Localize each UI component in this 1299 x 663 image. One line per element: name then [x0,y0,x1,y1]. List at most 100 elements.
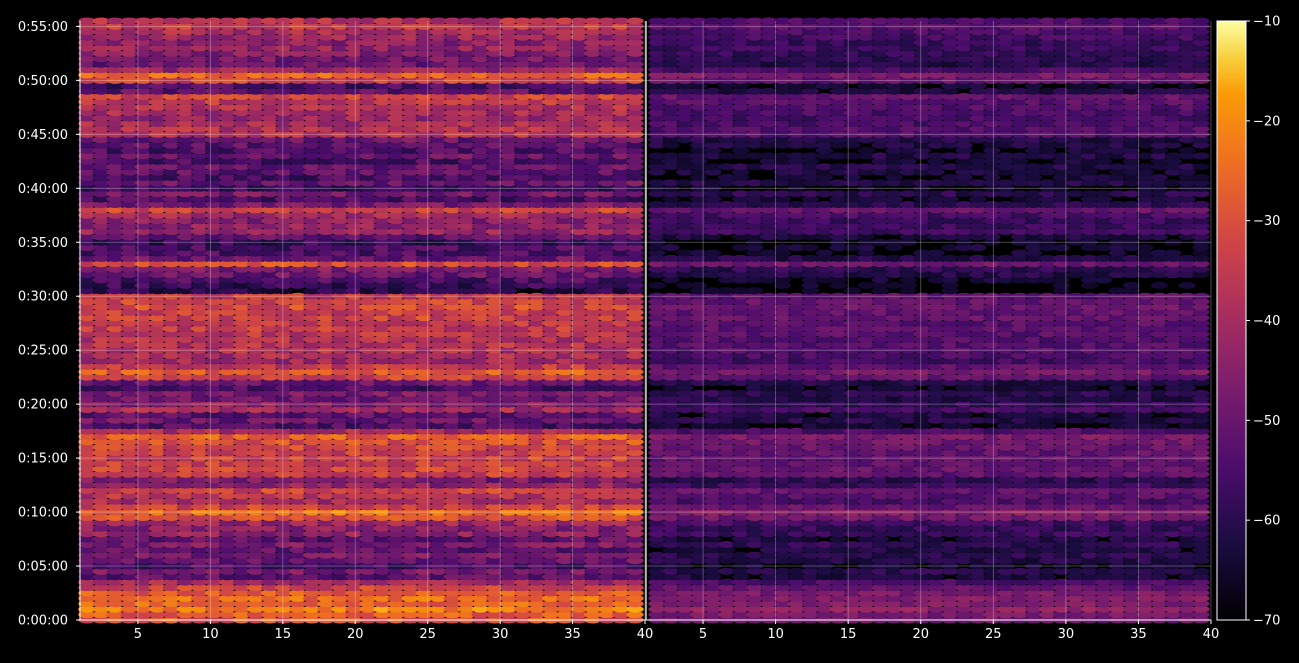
heatmap-cell [190,578,209,586]
heatmap-cell [626,508,644,516]
heatmap-cell [387,460,405,467]
heatmap-cell [176,611,195,619]
heatmap-cell [373,487,391,494]
heatmap-cell [275,546,293,554]
heatmap-cell [190,519,209,527]
heatmap-cell [499,465,518,473]
heatmap-cell [120,503,138,511]
heatmap-cell [542,541,560,548]
heatmap-cell [415,600,433,608]
heatmap-cell [246,562,265,570]
heatmap-cell [542,567,560,575]
heatmap-cell [556,578,574,586]
heatmap-cell [232,567,251,575]
heatmap-cell [92,460,110,467]
heatmap-cell [626,611,644,619]
heatmap-cell [345,470,363,478]
heatmap-cell [134,578,152,586]
heatmap-cell [527,519,546,527]
heatmap-cell [78,514,96,521]
heatmap-cell [204,546,223,554]
heatmap-cell [527,573,546,581]
heatmap-cell [626,567,644,575]
heatmap-cell [218,611,237,619]
heatmap-cell [303,594,321,602]
heatmap-cell [275,573,293,581]
heatmap-cell [570,589,588,597]
heatmap-cell [134,524,152,532]
heatmap-cell [218,594,237,602]
heatmap-cell [373,584,391,592]
heatmap-cell [626,562,644,570]
heatmap-cell [106,535,124,543]
heatmap-cell [120,584,138,592]
heatmap-cell [246,497,265,505]
heatmap-cell [598,465,616,473]
heatmap-cell [317,535,335,543]
heatmap-cell [148,514,166,521]
heatmap-cell [176,492,195,500]
heatmap-cell [527,481,546,489]
heatmap-cell [570,503,588,511]
heatmap-cell [429,476,447,484]
heatmap-cell [162,611,180,619]
heatmap-cell [275,514,293,521]
heatmap-cell [612,600,630,608]
heatmap-cell [570,611,588,619]
heatmap-cell [261,460,279,467]
heatmap-cell [485,541,504,548]
heatmap-cell [78,503,96,511]
heatmap-cell [78,573,96,581]
heatmap-cell [401,492,419,500]
heatmap-cell [415,487,433,494]
heatmap-cell [261,476,279,484]
heatmap-cell [120,465,138,473]
heatmap-cell [232,481,251,489]
heatmap-cell [598,514,616,521]
heatmap-cell [612,578,630,586]
heatmap-cell [232,594,251,602]
heatmap-cell [471,514,490,521]
heatmap-cell [78,497,96,505]
heatmap-cell [570,605,588,613]
heatmap-cell [542,519,560,527]
heatmap-cell [499,546,518,554]
heatmap-cell [429,578,447,586]
heatmap-cell [106,557,124,565]
heatmap-cell [443,600,461,608]
heatmap-cell [373,497,391,505]
heatmap-cell [275,589,293,597]
heatmap-cell [232,541,251,548]
heatmap-cell [317,519,335,527]
heatmap-cell [261,487,279,494]
heatmap-cell [387,497,405,505]
heatmap-cell [499,492,518,500]
heatmap-cell [246,535,265,543]
heatmap-cell [78,487,96,494]
heatmap-cell [598,584,616,592]
heatmap-cell [570,497,588,505]
heatmap-cell [148,578,166,586]
heatmap-cell [471,497,490,505]
heatmap-cell [626,594,644,602]
heatmap-cell [218,557,237,565]
heatmap-cell [359,611,377,619]
heatmap-cell [246,567,265,575]
heatmap-cell [471,535,490,543]
heatmap-cell [204,605,223,613]
heatmap-cell [359,503,377,511]
heatmap-cell [120,594,138,602]
heatmap-cell [570,573,588,581]
heatmap-cell [401,508,419,516]
heatmap-cell [584,476,602,484]
heatmap-cell [570,470,588,478]
heatmap-cell [275,557,293,565]
heatmap-cell [373,530,391,538]
heatmap-cell [626,541,644,548]
heatmap-cell [556,519,574,527]
heatmap-cell [246,600,265,608]
heatmap-cell [471,460,490,467]
heatmap-cell [106,476,124,484]
heatmap-cell [485,465,504,473]
heatmap-cell [584,481,602,489]
